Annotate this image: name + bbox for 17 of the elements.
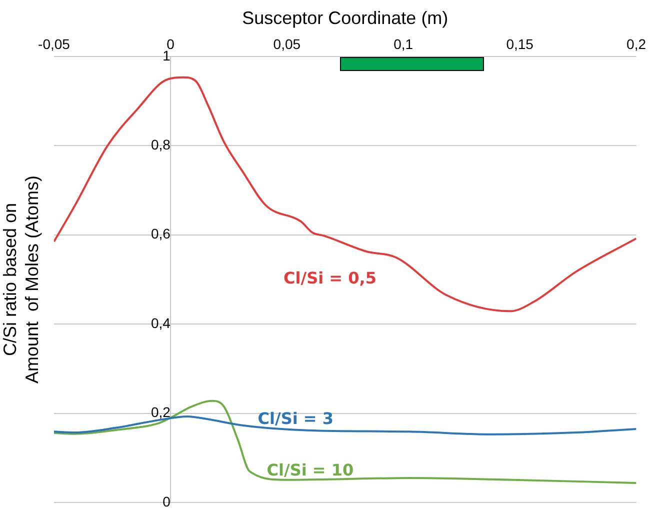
y-tick-label: 0,6 xyxy=(150,226,171,242)
x-tick-label: 0,1 xyxy=(394,36,414,52)
y-tick-label: 0,2 xyxy=(150,404,171,420)
y-axis-title: C/Si ratio based on Amount of Moles (Atoms) xyxy=(0,175,42,384)
x-tick-label: 0,15 xyxy=(506,36,534,52)
y-tick-label: 0 xyxy=(162,493,171,510)
series-label: Cl/Si = 0,5 xyxy=(284,268,376,288)
series-label: Cl/Si = 3 xyxy=(258,409,334,428)
y-tick-label: 0,4 xyxy=(150,314,171,331)
line-series xyxy=(54,76,636,312)
series-label: Cl/Si = 10 xyxy=(266,460,354,480)
x-tick-label: 0,05 xyxy=(273,36,301,52)
x-tick-label: -0,05 xyxy=(38,36,70,52)
line-series xyxy=(54,400,636,484)
y-tick-label: 0,8 xyxy=(150,136,171,152)
x-tick-label: 0,2 xyxy=(626,36,646,52)
x-axis-title: Susceptor Coordinate (m) xyxy=(242,8,448,28)
